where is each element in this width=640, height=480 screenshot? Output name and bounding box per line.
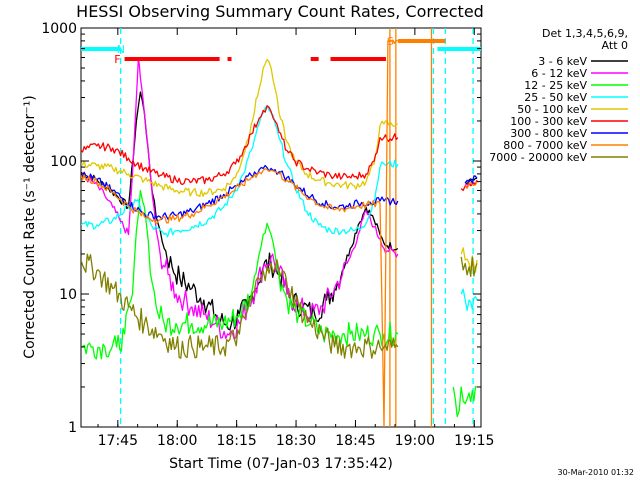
x-tick-label-2: 18:15 xyxy=(216,433,256,449)
legend-label-0: 3 - 6 keV xyxy=(538,55,587,68)
flag-label-s: S xyxy=(387,35,394,48)
flag-bars: NF S xyxy=(81,35,481,66)
series-line-1 xyxy=(81,56,478,340)
series-line-7 xyxy=(81,39,478,427)
legend-label-4: 50 - 100 keV xyxy=(517,103,587,116)
series-line-2 xyxy=(81,189,478,418)
legend-label-2: 12 - 25 keV xyxy=(524,79,587,92)
legend-label-1: 6 - 12 keV xyxy=(531,67,587,80)
x-tick-label-0: 17:45 xyxy=(98,433,138,449)
legend-label-8: 7000 - 20000 keV xyxy=(489,151,587,164)
chart-title: HESSI Observing Summary Count Rates, Cor… xyxy=(76,2,484,21)
footer-timestamp: 30-Mar-2010 01:32 xyxy=(558,468,635,477)
series-line-6 xyxy=(81,164,478,221)
x-tick-label-4: 18:45 xyxy=(335,433,375,449)
series-line-8 xyxy=(81,253,478,359)
y-tick-label-2: 100 xyxy=(50,154,77,170)
y-axis-label: Corrected Count Rate (s⁻¹ detector⁻¹) xyxy=(22,95,38,358)
y-tick-label-1: 10 xyxy=(59,287,77,303)
legend-label-7: 800 - 7000 keV xyxy=(503,139,587,152)
legend-label-5: 100 - 300 keV xyxy=(510,115,587,128)
x-tick-label-6: 19:15 xyxy=(454,433,494,449)
legend-title-0: Det 1,3,4,5,6,9, xyxy=(542,27,628,40)
legend-title-1: Att 0 xyxy=(602,39,628,52)
axes: 17:45 18:00 18:15 18:30 18:45 19:00 19:15 1 10 10… xyxy=(41,21,494,449)
plot-border xyxy=(80,27,482,428)
y-tick-label-0: 1 xyxy=(68,420,77,436)
y-tick-label-3: 1000 xyxy=(41,21,77,37)
series-line-5 xyxy=(81,105,478,192)
flag-label-f: F xyxy=(114,53,120,66)
x-tick-label-3: 18:30 xyxy=(276,433,316,449)
legend-label-6: 300 - 800 keV xyxy=(510,127,587,140)
legend-label-3: 25 - 50 keV xyxy=(524,91,587,104)
x-axis-label: Start Time (07-Jan-03 17:35:42) xyxy=(169,456,393,472)
x-tick-label-5: 19:00 xyxy=(395,433,435,449)
series-group xyxy=(81,39,478,427)
x-tick-label-1: 18:00 xyxy=(157,433,197,449)
vertical-markers xyxy=(119,28,474,427)
plot-frame xyxy=(80,27,482,428)
flag-label-n: N xyxy=(117,43,125,56)
